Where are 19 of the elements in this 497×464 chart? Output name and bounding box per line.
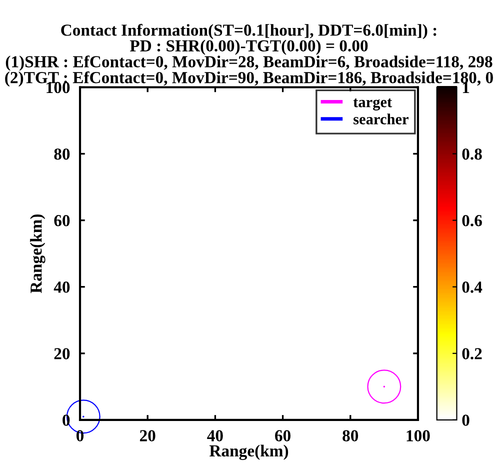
y-tick-label: 80 — [54, 148, 70, 160]
y-tick-label: 20 — [54, 348, 70, 360]
x-tick-label: 100 — [406, 430, 430, 442]
y-tick-label: 60 — [54, 215, 70, 226]
x-tick-label: 60 — [275, 430, 290, 442]
x-tick-label: 20 — [140, 430, 156, 442]
y-axis-title: Range(km) — [30, 214, 46, 294]
x-tick-label: 40 — [207, 430, 223, 442]
color-bar-label: 0.4 — [462, 282, 482, 293]
x-tick-label: 80 — [342, 430, 358, 442]
legend-label: searcher — [354, 114, 408, 124]
color-bar-label: 0.8 — [462, 148, 482, 160]
color-bar-label: 0.6 — [462, 215, 482, 226]
x-axis-title: Range(km) — [209, 444, 288, 460]
y-tick-label: 40 — [54, 282, 70, 293]
color-bar-label: 0 — [462, 414, 470, 426]
legend-label: target — [353, 98, 392, 110]
x-tick-label: 0 — [76, 430, 84, 442]
color-bar-label: 0.2 — [462, 348, 482, 360]
